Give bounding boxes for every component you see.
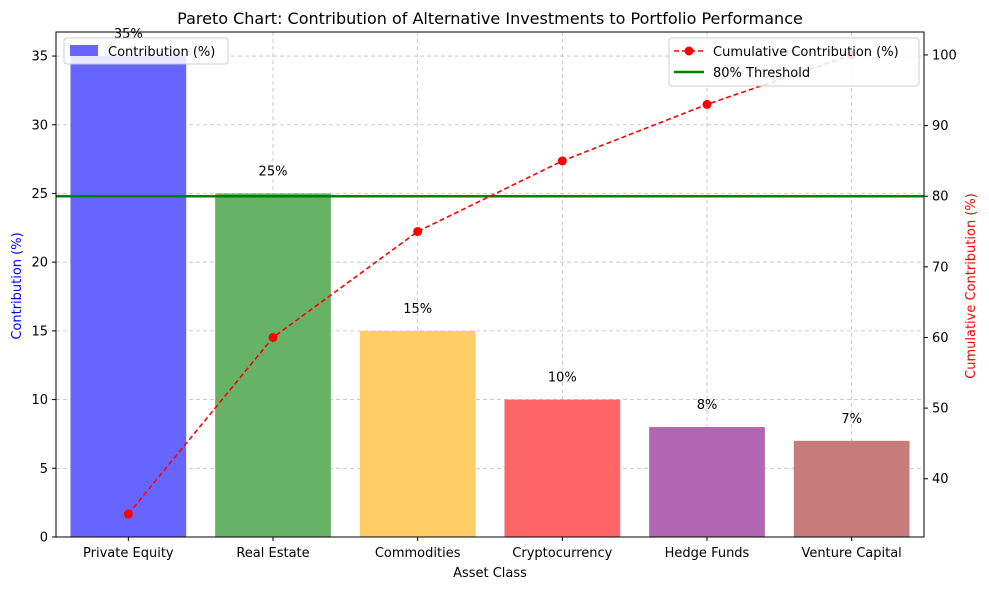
legend-right-frame <box>668 37 920 87</box>
plot-frame <box>55 31 925 538</box>
cumulative-point <box>413 227 423 237</box>
legend-label-cumulative: Cumulative Contribution (%) <box>713 45 899 60</box>
legend-swatch-contribution <box>70 45 98 56</box>
bar <box>649 427 765 537</box>
chart-title: Pareto Chart: Contribution of Alternativ… <box>177 9 803 28</box>
data-labels-layer: 35%25%15%10%8%7% <box>114 27 862 427</box>
legend-left-frame <box>63 37 229 65</box>
legend-marker-cumulative <box>684 46 694 56</box>
legend-label-contribution: Contribution (%) <box>108 45 215 60</box>
x-axis-label: Asset Class <box>453 566 527 581</box>
x-tick-label: Commodities <box>375 546 461 561</box>
cumulative-point <box>268 332 278 342</box>
y2-tick-label: 100 <box>932 48 957 63</box>
y2-axis-ticks: 40 50 60 70 80 90 100 <box>924 48 957 487</box>
y2-tick-label: 60 <box>932 331 949 346</box>
cumulative-line <box>127 54 852 515</box>
data-label: 7% <box>841 412 862 427</box>
cumulative-point <box>123 509 133 519</box>
cumulative-point <box>702 99 712 109</box>
y-axis-ticks: 0 5 10 15 20 25 30 35 <box>31 50 56 546</box>
y2-axis-label: Cumulative Contribution (%) <box>964 193 979 379</box>
x-tick-label: Cryptocurrency <box>512 546 612 561</box>
bar <box>215 193 331 537</box>
y-tick-label: 25 <box>31 187 48 202</box>
y-tick-label: 20 <box>31 256 48 271</box>
data-label: 15% <box>403 302 432 317</box>
bars-layer <box>70 56 910 538</box>
legend-right: Cumulative Contribution (%) 80% Threshol… <box>668 37 920 87</box>
x-tick-label: Real Estate <box>236 546 309 561</box>
data-label: 8% <box>697 398 718 413</box>
y2-tick-label: 40 <box>932 472 949 487</box>
x-tick-label: Venture Capital <box>802 546 902 561</box>
bar <box>70 56 187 538</box>
y-tick-label: 30 <box>31 118 48 133</box>
bar <box>793 440 910 537</box>
y2-tick-label: 80 <box>932 190 949 205</box>
y2-tick-label: 50 <box>932 402 949 417</box>
x-axis-ticks: Private Equity Real Estate Commodities Cryp… <box>83 537 902 561</box>
y-tick-label: 15 <box>31 324 48 339</box>
legend-left: Contribution (%) <box>63 37 229 65</box>
y2-tick-label: 90 <box>932 119 949 134</box>
bar <box>504 399 621 537</box>
y-tick-label: 0 <box>40 531 48 546</box>
x-tick-label: Hedge Funds <box>665 546 750 561</box>
cumulative-point <box>557 156 567 166</box>
y-tick-label: 5 <box>40 462 48 477</box>
y2-tick-label: 70 <box>932 260 949 275</box>
legend-label-threshold: 80% Threshold <box>713 66 810 81</box>
data-label: 25% <box>259 164 288 179</box>
y-tick-label: 10 <box>31 393 48 408</box>
bar <box>359 330 476 537</box>
y-axis-label: Contribution (%) <box>10 232 25 339</box>
x-tick-label: Private Equity <box>83 546 174 561</box>
y-tick-label: 35 <box>31 50 48 65</box>
data-label: 10% <box>548 371 577 386</box>
